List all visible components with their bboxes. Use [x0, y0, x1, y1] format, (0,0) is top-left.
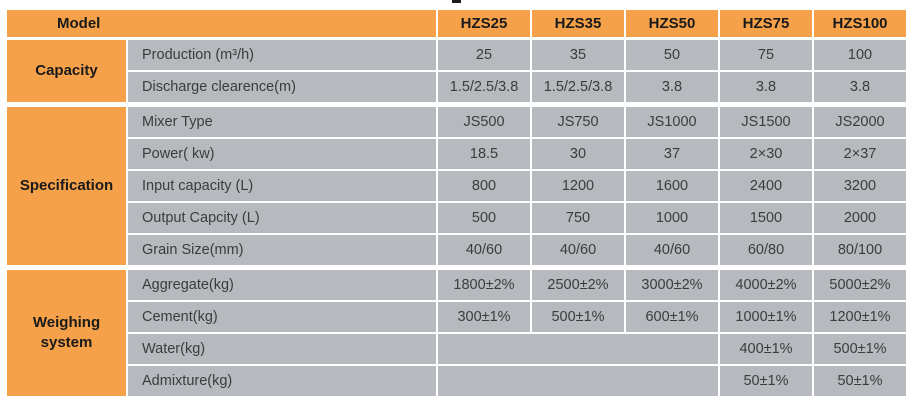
value-cell: 1600 [626, 171, 718, 201]
row-label-cement: Cement(kg) [128, 302, 436, 332]
value-cell: 40/60 [438, 235, 530, 265]
value-cell: 50±1% [814, 366, 906, 396]
section-specification: Specification Mixer Type JS500 JS750 JS1… [7, 107, 906, 265]
value-cell: 60/80 [720, 235, 812, 265]
row-label-input-capacity: Input capacity (L) [128, 171, 436, 201]
section-weighing-system: Weighing system Aggregate(kg) 1800±2% 25… [7, 270, 906, 396]
value-cell: 50 [626, 40, 718, 70]
value-cell: 18.5 [438, 139, 530, 169]
section-label-capacity: Capacity [7, 40, 126, 102]
value-cell: 1.5/2.5/3.8 [438, 72, 530, 102]
value-cell: 30 [532, 139, 624, 169]
column-header-hzs75: HZS75 [720, 10, 812, 37]
value-cell: JS1500 [720, 107, 812, 137]
row-label-aggregate: Aggregate(kg) [128, 270, 436, 300]
section-label-weighing-system: Weighing system [7, 270, 126, 396]
value-cell: 2×37 [814, 139, 906, 169]
row-label-production: Production (m³/h) [128, 40, 436, 70]
value-cell: 750 [532, 203, 624, 233]
section-label-specification: Specification [7, 107, 126, 265]
row-label-grain-size: Grain Size(mm) [128, 235, 436, 265]
value-cell: 2500±2% [532, 270, 624, 300]
column-header-hzs35: HZS35 [532, 10, 624, 37]
value-cell: JS750 [532, 107, 624, 137]
section-capacity: Capacity Production (m³/h) 25 35 50 75 1… [7, 40, 906, 102]
value-cell: 400±1% [720, 334, 812, 364]
column-header-hzs25: HZS25 [438, 10, 530, 37]
value-cell: 4000±2% [720, 270, 812, 300]
value-cell: 1.5/2.5/3.8 [532, 72, 624, 102]
value-cell: JS1000 [626, 107, 718, 137]
row-label-mixer-type: Mixer Type [128, 107, 436, 137]
spec-table: Model HZS25 HZS35 HZS50 HZS75 HZS100 Cap… [7, 10, 906, 396]
value-cell: 500 [438, 203, 530, 233]
column-header-hzs100: HZS100 [814, 10, 906, 37]
value-cell: 40/60 [626, 235, 718, 265]
value-cell: 1000±1% [720, 302, 812, 332]
column-header-hzs50: HZS50 [626, 10, 718, 37]
value-cell: 2×30 [720, 139, 812, 169]
value-cell: 1200 [532, 171, 624, 201]
value-cell: 1000 [626, 203, 718, 233]
value-cell: 25 [438, 40, 530, 70]
row-label-discharge-clearence: Discharge clearence(m) [128, 72, 436, 102]
value-cell: 100 [814, 40, 906, 70]
row-label-water: Water(kg) [128, 334, 436, 364]
value-cell: JS500 [438, 107, 530, 137]
value-cell: 1500 [720, 203, 812, 233]
value-cell: 5000±2% [814, 270, 906, 300]
value-cell: 300±1% [438, 302, 530, 332]
value-cell: 3.8 [626, 72, 718, 102]
value-cell: 3.8 [814, 72, 906, 102]
value-cell: 1800±2% [438, 270, 530, 300]
row-label-admixture: Admixture(kg) [128, 366, 436, 396]
value-cell: 50±1% [720, 366, 812, 396]
row-label-output-capacity: Output Capcity (L) [128, 203, 436, 233]
value-cell: 2400 [720, 171, 812, 201]
value-cell: 3000±2% [626, 270, 718, 300]
model-header-cell: Model [7, 10, 436, 37]
row-label-power: Power( kw) [128, 139, 436, 169]
merged-blank-cell [438, 334, 718, 364]
value-cell: 1200±1% [814, 302, 906, 332]
value-cell: 3.8 [720, 72, 812, 102]
value-cell: 600±1% [626, 302, 718, 332]
value-cell: JS2000 [814, 107, 906, 137]
value-cell: 75 [720, 40, 812, 70]
table-header-row: Model HZS25 HZS35 HZS50 HZS75 HZS100 [7, 10, 906, 37]
value-cell: 80/100 [814, 235, 906, 265]
merged-blank-cell [438, 366, 718, 396]
model-header-label: Model [57, 15, 101, 32]
value-cell: 500±1% [532, 302, 624, 332]
value-cell: 800 [438, 171, 530, 201]
value-cell: 37 [626, 139, 718, 169]
value-cell: 3200 [814, 171, 906, 201]
value-cell: 500±1% [814, 334, 906, 364]
value-cell: 2000 [814, 203, 906, 233]
value-cell: 35 [532, 40, 624, 70]
value-cell: 40/60 [532, 235, 624, 265]
cropped-title-artifact [452, 0, 461, 3]
